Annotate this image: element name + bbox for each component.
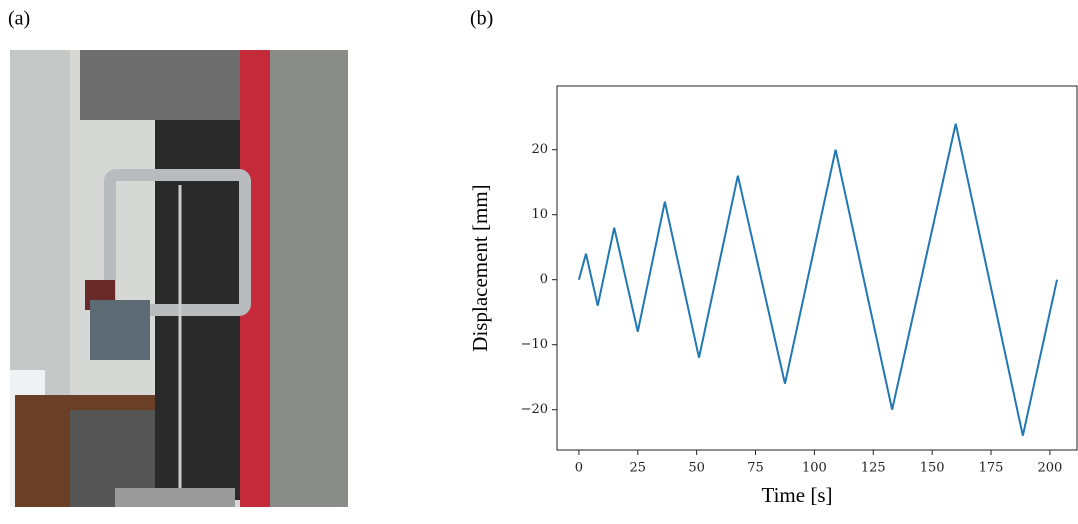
x-tick-label: 175	[979, 461, 1004, 476]
x-tick-label: 0	[575, 461, 583, 476]
x-tick-label: 125	[861, 461, 886, 476]
x-tick-label: 100	[802, 461, 827, 476]
y-tick-label: −10	[521, 337, 548, 352]
x-tick-label: 25	[630, 461, 647, 476]
x-tick-label: 200	[1038, 461, 1063, 476]
y-tick-label: 20	[531, 142, 548, 157]
y-tick-label: 0	[540, 272, 548, 287]
x-tick-label: 150	[920, 461, 945, 476]
plot	[556, 85, 1078, 451]
photo	[10, 50, 348, 507]
y-tick-label: −20	[521, 402, 548, 417]
x-axis-label: Time [s]	[762, 483, 833, 507]
x-tick-label: 50	[688, 461, 705, 476]
y-tick-label: 10	[531, 207, 548, 222]
y-axis-label: Displacement [mm]	[468, 184, 492, 351]
plot-frame	[556, 85, 1078, 451]
data-line	[577, 123, 1058, 436]
panel-label: (a)	[8, 8, 30, 30]
panel-label: (b)	[470, 8, 493, 30]
x-tick-label: 75	[747, 461, 764, 476]
